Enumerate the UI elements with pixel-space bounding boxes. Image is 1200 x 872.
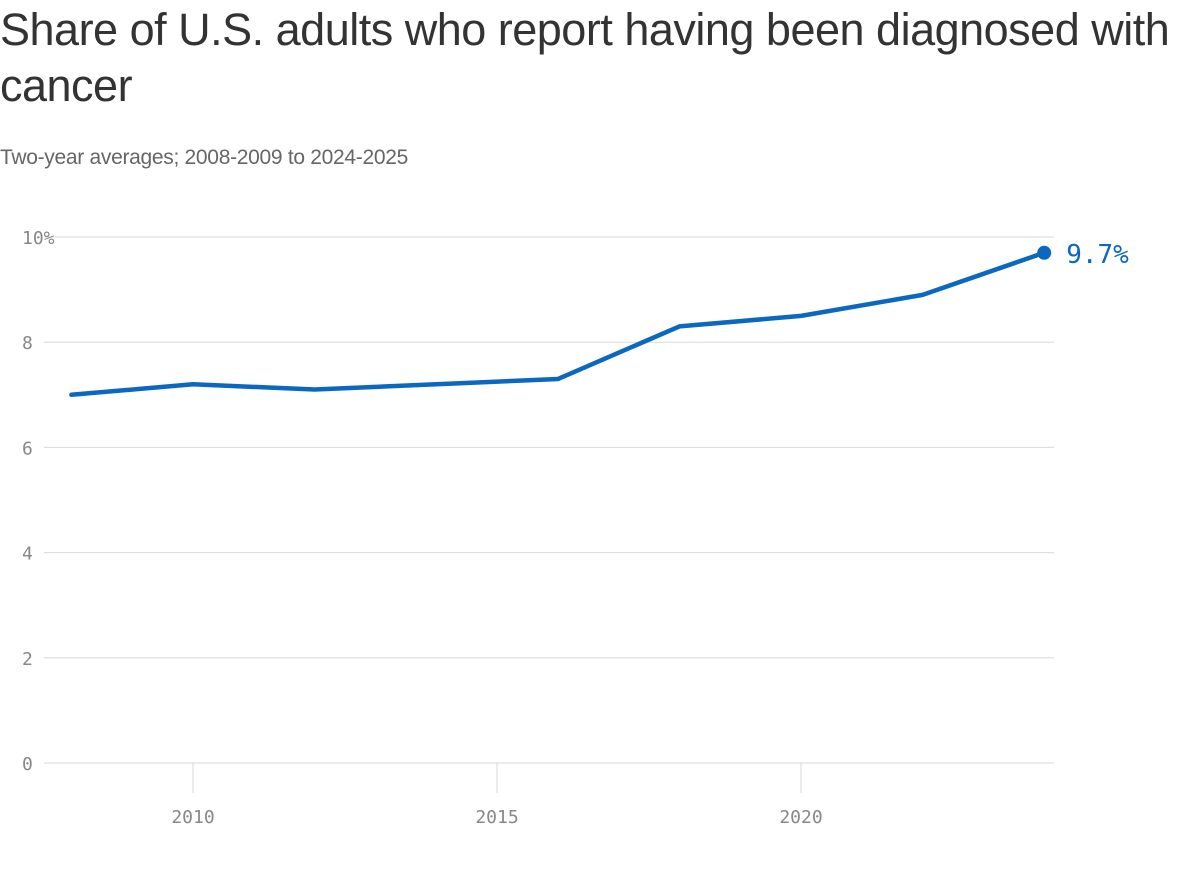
y-tick-label: 10% <box>22 228 55 249</box>
y-tick-label: 4 <box>22 544 33 565</box>
x-tick-label: 2015 <box>475 807 518 828</box>
end-value-label: 9.7% <box>1066 240 1129 270</box>
series-line <box>69 250 1047 398</box>
y-tick-label: 8 <box>22 333 33 354</box>
chart-subtitle: Two-year averages; 2008-2009 to 2024-202… <box>0 146 408 169</box>
y-tick-label: 0 <box>22 754 33 775</box>
x-tick-label: 2020 <box>779 807 822 828</box>
y-tick-label: 6 <box>22 438 33 459</box>
x-tick-label: 2010 <box>171 807 214 828</box>
chart-title: Share of U.S. adults who report having b… <box>0 4 1170 111</box>
end-point-marker <box>1037 245 1052 260</box>
y-tick-label: 2 <box>22 649 33 670</box>
